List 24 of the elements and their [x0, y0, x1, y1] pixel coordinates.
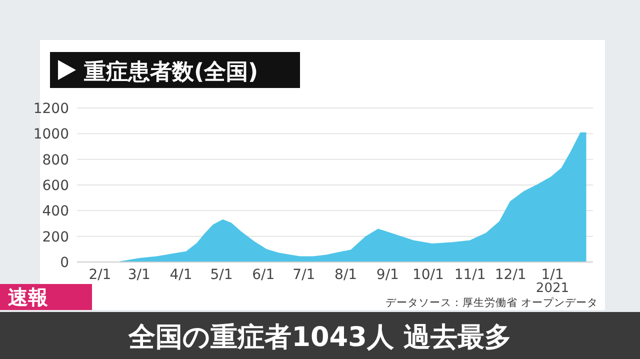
y-tick-label: 400 — [42, 204, 69, 220]
x-tick-label: 6/1 — [252, 267, 275, 283]
x-tick-label: 12/1 — [494, 267, 526, 283]
text: 速報 — [8, 285, 49, 309]
chart-title: 重症患者数(全国) — [83, 60, 258, 85]
x-tick-label: 4/1 — [170, 267, 192, 283]
y-tick-label: 1000 — [33, 126, 69, 143]
text: データソース：厚生労働省 オープンデータ — [386, 296, 598, 309]
y-tick-label: 0 — [60, 255, 69, 271]
x-tick-label: 1/1 — [541, 267, 564, 283]
x-tick-label: 3/1 — [128, 267, 150, 283]
text: 全国の重症者1043人 過去最多 — [128, 322, 512, 353]
text: 2021 — [536, 281, 570, 296]
y-tick-label: 600 — [42, 178, 69, 194]
x-tick-label: 8/1 — [334, 267, 358, 283]
y-tick-label: 200 — [42, 229, 69, 246]
y-tick-label: 800 — [42, 152, 69, 168]
x-tick-label: 2/1 — [88, 267, 112, 283]
x-tick-label: 7/1 — [292, 267, 316, 283]
x-tick-label: 5/1 — [210, 267, 233, 283]
x-tick-label: 10/1 — [412, 267, 444, 283]
x-tick-label: 9/1 — [376, 267, 399, 283]
y-tick-label: 1200 — [33, 101, 69, 117]
x-tick-label: 11/1 — [454, 267, 486, 283]
